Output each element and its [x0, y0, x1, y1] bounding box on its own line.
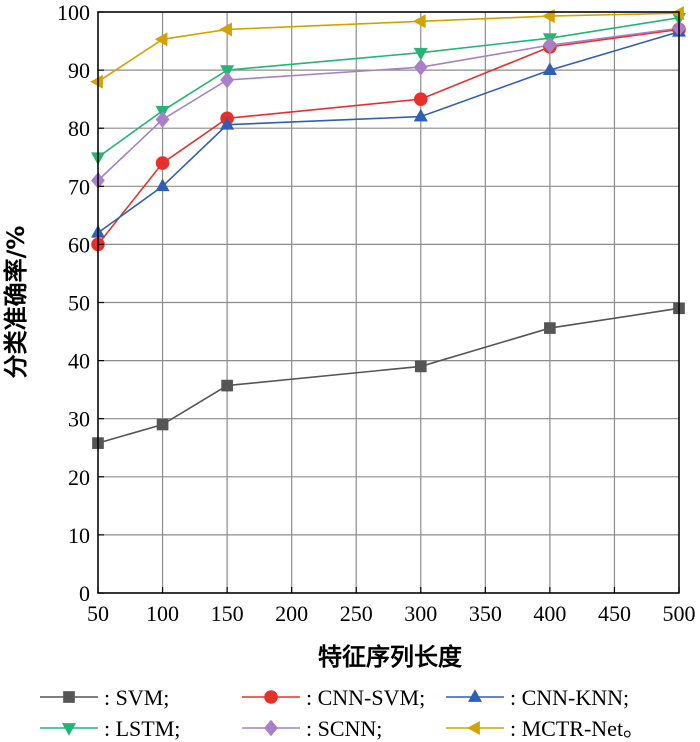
data-point-4 — [220, 71, 235, 89]
series-line-1 — [97, 28, 680, 245]
x-axis-ticks: 50 100 150 200 250 300 350 400 450 500 — [87, 587, 696, 626]
legend-marker — [467, 720, 480, 736]
y-tick-label: 10 — [68, 523, 90, 548]
y-tick-label: 40 — [68, 349, 90, 374]
y-tick-label: 30 — [68, 407, 90, 432]
y-tick-label: 80 — [68, 116, 90, 141]
y-tick-label: 20 — [68, 465, 90, 490]
x-tick-label: 300 — [404, 601, 437, 626]
series-lines — [97, 12, 680, 444]
legend-label: : CNN-KNN; — [510, 685, 629, 710]
series-line-4 — [97, 27, 680, 182]
series-line-2 — [97, 30, 680, 234]
data-point-2 — [155, 178, 170, 192]
y-tick-label: 50 — [68, 291, 90, 316]
x-tick-label: 150 — [211, 601, 244, 626]
legend-marker — [61, 723, 77, 736]
x-tick-label: 350 — [469, 601, 502, 626]
data-point-2 — [542, 62, 557, 75]
data-point-5 — [219, 22, 232, 37]
legend-label: : MCTR-Net。 — [510, 716, 645, 741]
grid — [97, 11, 680, 594]
data-point-5 — [542, 9, 555, 24]
legend-label: : LSTM; — [104, 716, 180, 741]
data-point-3 — [220, 65, 235, 78]
x-tick-label: 200 — [275, 601, 308, 626]
x-tick-label: 100 — [146, 601, 179, 626]
series-line-5 — [97, 12, 680, 83]
legend-marker — [264, 690, 278, 704]
data-point-2 — [220, 116, 235, 130]
legend-label: : SCNN; — [306, 716, 382, 741]
x-tick-label: 450 — [598, 601, 631, 626]
data-point-1 — [413, 92, 428, 106]
x-tick-label: 500 — [663, 601, 696, 626]
y-tick-label: 60 — [68, 232, 90, 257]
data-point-3 — [413, 47, 428, 61]
legend-marker — [467, 689, 483, 702]
data-point-4 — [155, 111, 170, 128]
series-line-3 — [97, 17, 680, 158]
data-point-0 — [414, 360, 427, 373]
data-point-2 — [413, 108, 428, 122]
y-axis-title: 分类准确率/% — [2, 226, 30, 379]
data-point-5 — [413, 14, 426, 29]
x-axis-title: 特征序列长度 — [318, 643, 463, 671]
x-tick-label: 400 — [533, 601, 566, 626]
series-markers — [90, 6, 687, 449]
series-line-0 — [97, 307, 680, 444]
legend-label: : SVM; — [104, 685, 169, 710]
y-tick-label: 100 — [57, 0, 90, 25]
data-point-1 — [155, 156, 170, 170]
y-axis-ticks: 0 10 20 30 40 50 60 70 80 90 100 — [57, 0, 104, 606]
legend-label: : CNN-SVM; — [306, 685, 425, 710]
y-tick-label: 70 — [68, 174, 90, 199]
legend: : SVM; : CNN-SVM; : CNN-KNN; : LSTM; : SCNN;… — [40, 685, 645, 741]
data-point-0 — [221, 379, 233, 392]
legend-marker — [63, 691, 75, 703]
data-point-4 — [542, 36, 557, 54]
x-tick-label: 250 — [340, 601, 373, 626]
data-point-0 — [156, 418, 169, 431]
data-point-0 — [544, 322, 556, 334]
data-point-5 — [90, 74, 103, 89]
data-point-5 — [671, 6, 684, 21]
data-point-4 — [413, 58, 428, 76]
y-tick-label: 0 — [79, 581, 90, 606]
data-point-5 — [154, 32, 168, 47]
legend-marker — [264, 719, 278, 737]
y-tick-label: 90 — [68, 58, 90, 83]
x-tick-label: 50 — [87, 601, 109, 626]
